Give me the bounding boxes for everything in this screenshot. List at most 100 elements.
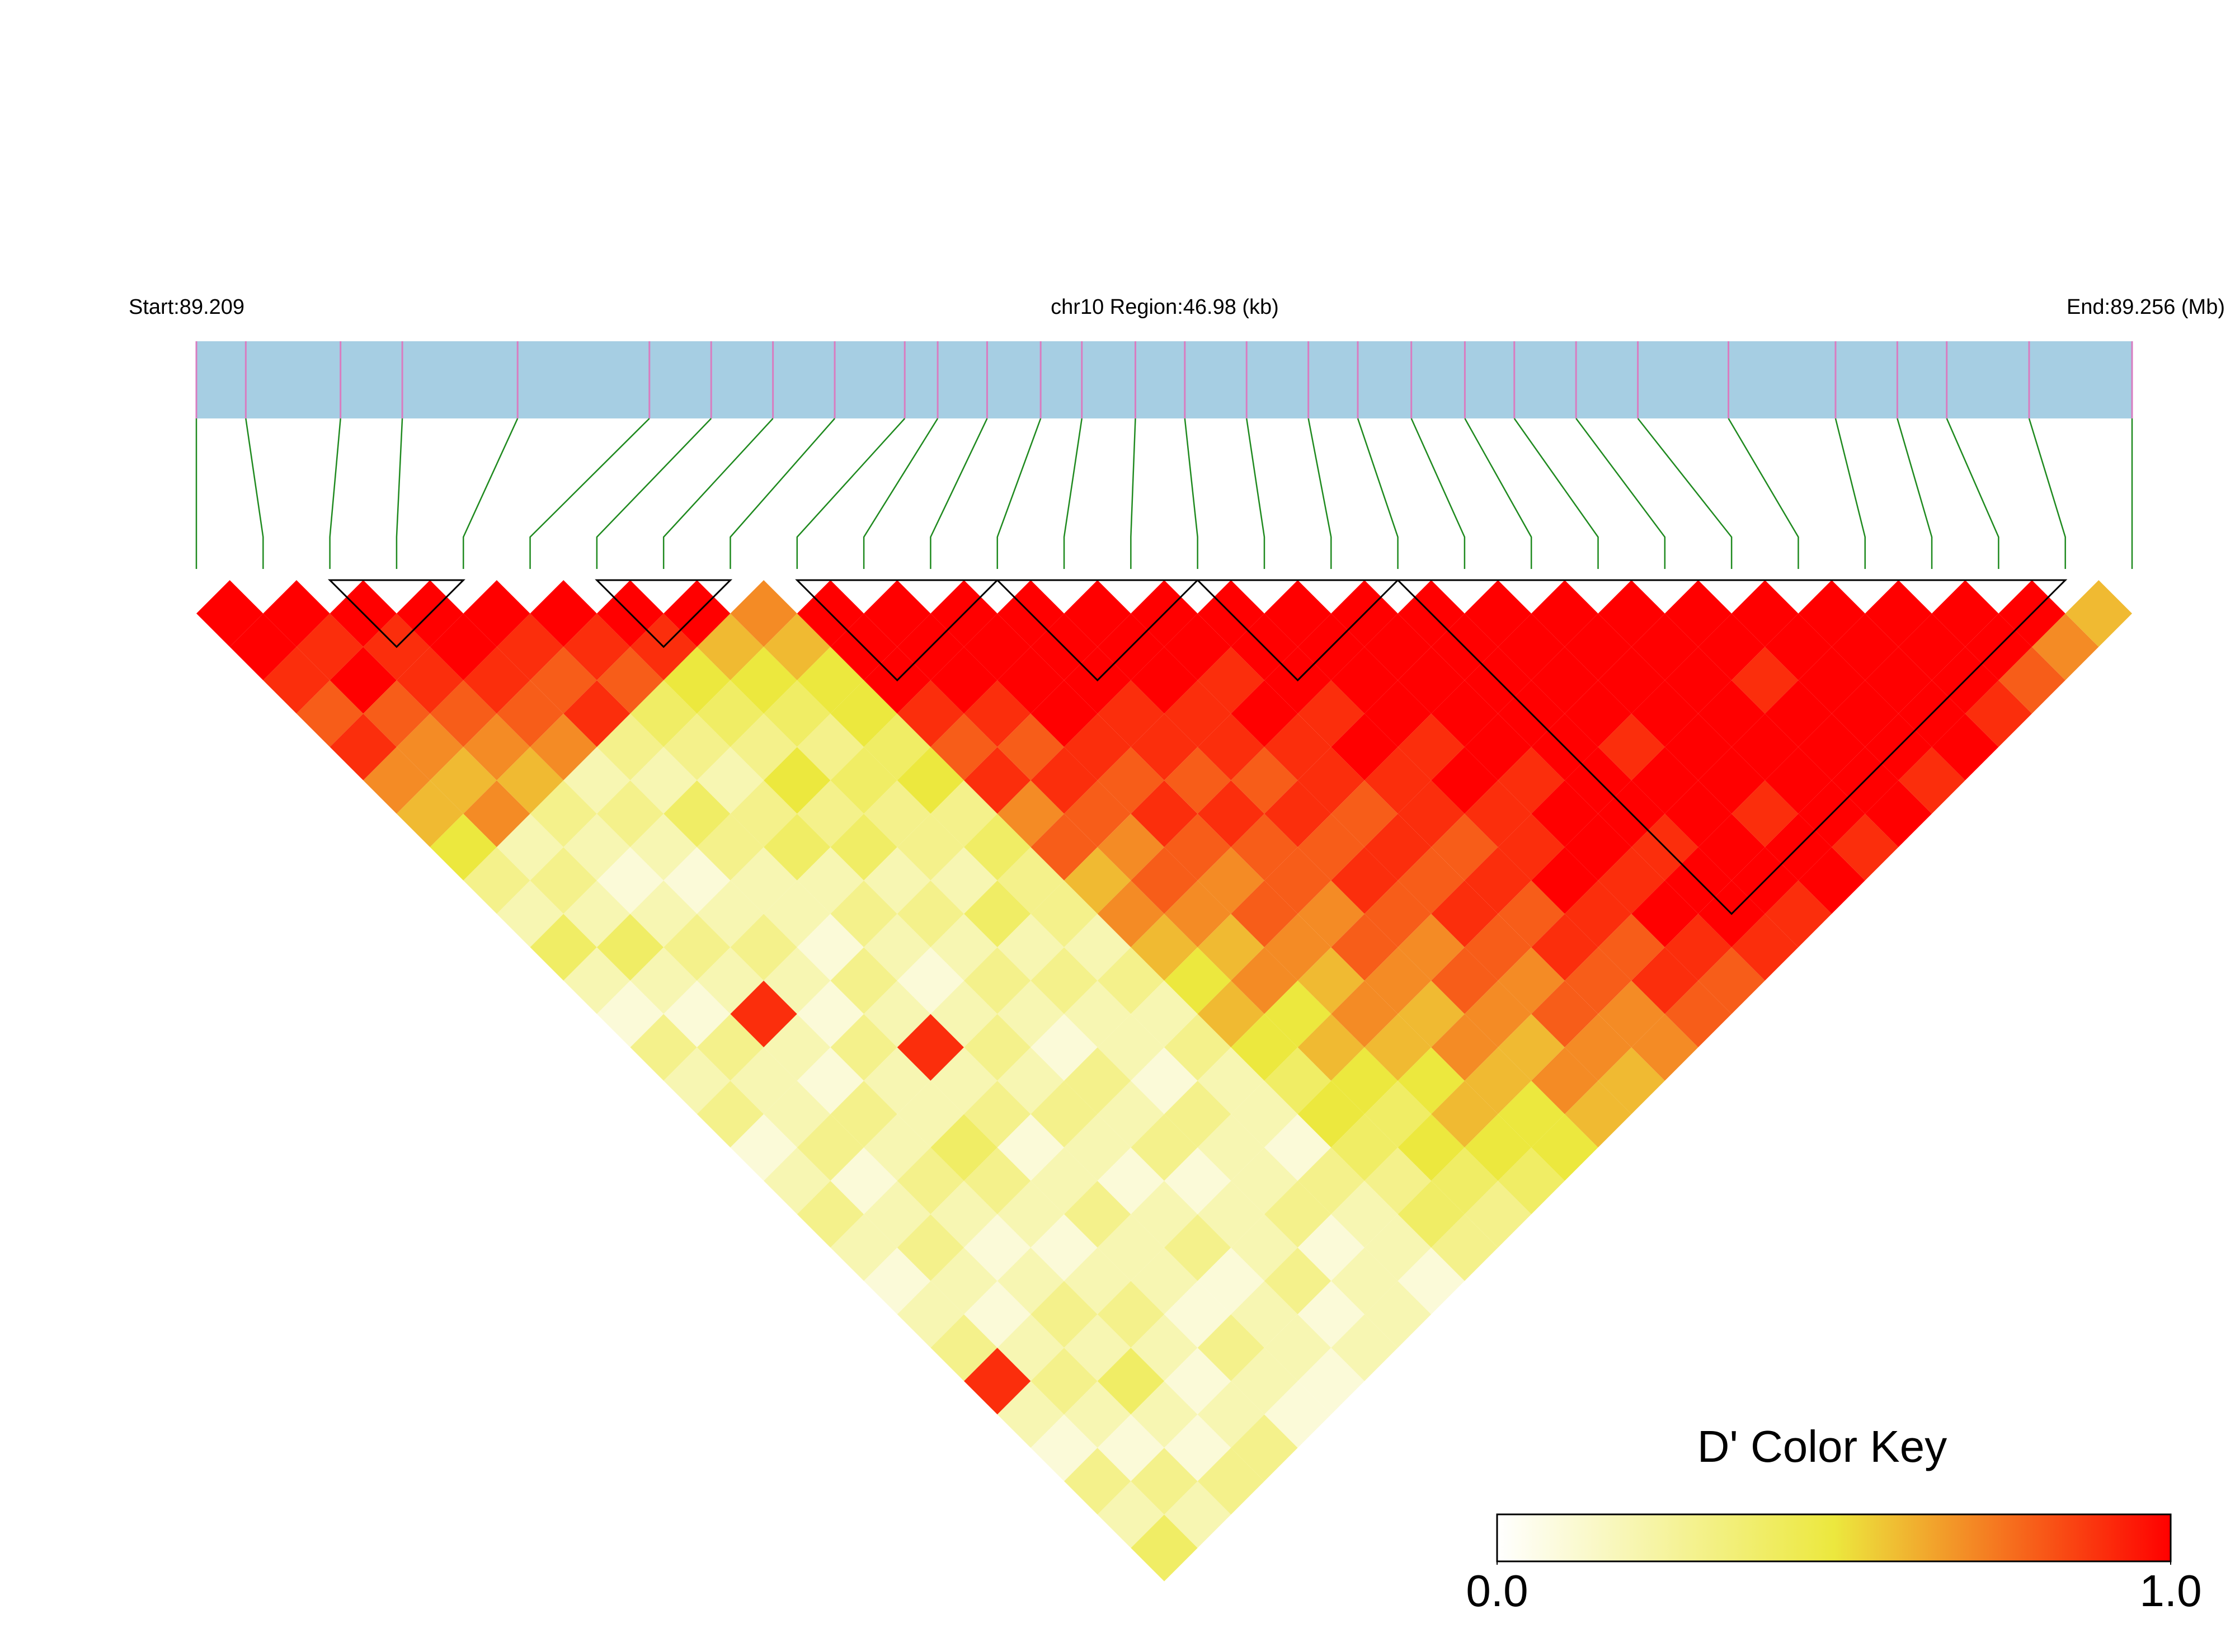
snp-connector [396, 418, 403, 569]
snp-connector [1130, 418, 1136, 569]
ld-cell [1564, 613, 1632, 680]
ld-cell [1164, 1080, 1231, 1148]
snp-connector [863, 418, 939, 569]
color-key [1496, 1513, 2172, 1562]
ld-cell [1498, 747, 1565, 814]
ld-cell [930, 647, 997, 714]
ld-cell [1631, 880, 1698, 948]
ld-cell [463, 780, 530, 848]
snp-connector [596, 418, 712, 569]
ld-cell [363, 747, 430, 814]
ld-cell [1097, 1281, 1164, 1348]
ld-cell [864, 980, 931, 1048]
ld-cell [997, 980, 1065, 1048]
ld-cell [1131, 914, 1198, 981]
ld-cell [1097, 1348, 1164, 1415]
ld-cell [930, 847, 997, 914]
ld-cell [1765, 880, 1832, 948]
ld-cell [1064, 847, 1131, 914]
ld-cell [596, 847, 664, 914]
ld-cell [1231, 747, 1298, 814]
ld-cell [1398, 647, 1465, 714]
ld-block-outline [327, 579, 465, 648]
ld-cell [1398, 780, 1465, 848]
ld-cell [1464, 780, 1532, 848]
ld-cell [1431, 947, 1498, 1014]
ld-cell [630, 747, 697, 814]
end-label: End:89.256 (Mb) [2067, 295, 2225, 319]
ld-cell [1364, 1080, 1432, 1148]
ld-cell [1364, 947, 1432, 1014]
ld-cell [330, 713, 397, 780]
ld-cell [563, 947, 630, 1014]
ld-cell [1598, 580, 1665, 647]
ld-cell [1698, 747, 1765, 814]
ld-cell [1331, 1248, 1398, 1315]
ld-cell [1464, 713, 1532, 780]
ld-cell [664, 1047, 731, 1114]
snp-connector [1464, 418, 1532, 569]
ld-cell [1231, 1147, 1298, 1215]
ld-cell [1297, 1080, 1364, 1148]
ld-cell [596, 914, 664, 981]
ld-cell [563, 880, 630, 948]
ld-cell [830, 947, 897, 1014]
ld-cell [496, 613, 564, 680]
ld-cell [1564, 813, 1632, 881]
ld-cell [1564, 1080, 1632, 1148]
ld-cell [697, 613, 764, 680]
ld-cell [1231, 1214, 1298, 1281]
ld-cell [1731, 713, 1799, 780]
ld-cell [1064, 914, 1131, 981]
ld-cell [1164, 1348, 1231, 1415]
ld-cell [1531, 980, 1598, 1048]
ld-cell [1698, 680, 1765, 747]
ld-cell [196, 580, 264, 647]
ld-cell [1164, 1147, 1231, 1215]
ld-cell [697, 1080, 764, 1148]
ld-cell [1331, 647, 1398, 714]
ld-cell [1464, 980, 1532, 1048]
ld-cell [897, 880, 964, 948]
ld-cell [1197, 980, 1264, 1048]
snp-connector [462, 418, 519, 569]
ld-cell [1664, 980, 1732, 1048]
ld-cell [764, 1147, 831, 1215]
ld-cell [1431, 680, 1498, 747]
ld-cell [1064, 1047, 1131, 1114]
ld-cell [1498, 1080, 1565, 1148]
ld-cell [697, 813, 764, 881]
ld-cell [1064, 1114, 1131, 1181]
ld-cell [1231, 680, 1298, 747]
ld-cell [897, 947, 964, 1014]
ld-cell [630, 680, 697, 747]
ld-cell [1398, 980, 1465, 1048]
ld-cell [396, 647, 464, 714]
ld-cell [864, 1047, 931, 1114]
ld-cell [864, 847, 931, 914]
ld-cell [1297, 947, 1364, 1014]
ld-cell [1097, 1147, 1164, 1215]
ld-cell [1331, 780, 1398, 848]
ld-cell [797, 780, 864, 848]
ld-cell [1631, 747, 1698, 814]
ld-cell [1398, 1248, 1465, 1315]
ld-cell [530, 580, 597, 647]
ld-cell [1464, 1114, 1532, 1181]
ld-cell [1064, 1381, 1131, 1448]
ld-cell [1965, 680, 2032, 747]
ld-cell [596, 980, 664, 1048]
ld-cell [1131, 780, 1198, 848]
position-bar [196, 341, 2132, 418]
ld-cell [496, 813, 564, 881]
ld-cell [1398, 713, 1465, 780]
ld-cell [1464, 847, 1532, 914]
ld-cell [964, 1348, 1031, 1415]
ld-cell [1798, 580, 1865, 647]
ld-cell [964, 947, 1031, 1014]
ld-cell [664, 914, 731, 981]
ld-cell [1598, 914, 1665, 981]
ld-cell [1131, 713, 1198, 780]
ld-cell [1765, 747, 1832, 814]
ld-cell [263, 580, 330, 647]
